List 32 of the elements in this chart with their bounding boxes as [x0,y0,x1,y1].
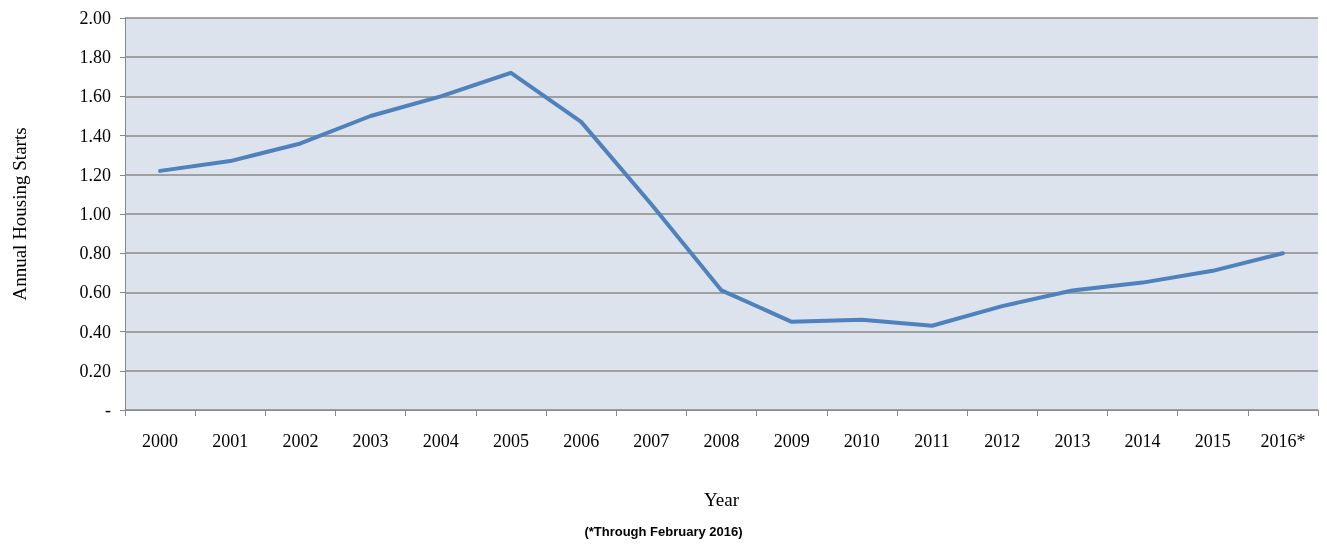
x-tick-label: 2012 [984,431,1021,451]
x-tick-label: 2011 [914,431,950,451]
y-tick-label: 1.80 [79,47,111,68]
text: (*Through February 2016) [584,524,743,539]
y-tick-label: 1.40 [79,125,111,146]
y-tick-label: 2.00 [79,8,111,28]
line-series [158,70,1285,328]
x-tick-label: 2008 [703,431,740,451]
x-tick-label: 2014 [1124,431,1161,451]
x-tick-label: 2001 [212,431,249,451]
y-tick-label: 0.40 [79,321,111,342]
x-tick-label: 2000 [142,431,179,451]
y-axis-title: Annual Housing Starts [9,127,30,301]
x-tick-label: 2004 [422,431,459,451]
y-tick-label: 1.20 [79,164,111,185]
y-tick-label: - [105,400,111,420]
y-tick-label: 0.20 [79,360,111,381]
y-tick-label: 1.00 [79,204,111,224]
x-tick-label: 2015 [1194,431,1231,451]
x-tick-label: 2007 [633,431,670,451]
x-tick-label: 2013 [1054,431,1091,451]
y-tick-label: 0.60 [79,282,111,303]
x-tick-label: 2006 [563,431,600,451]
y-tick-label: 1.60 [79,86,111,107]
x-tick-label: 2009 [773,431,810,451]
x-tick-label: 2002 [282,431,319,451]
y-tick-label: 0.80 [79,243,111,264]
x-tick-label: 2010 [843,431,880,451]
x-tick-label: 2005 [492,431,529,451]
x-axis-title: Year [703,489,740,510]
x-tick-label: 2003 [352,431,389,451]
x-tick-label: 2016* [1260,431,1306,451]
